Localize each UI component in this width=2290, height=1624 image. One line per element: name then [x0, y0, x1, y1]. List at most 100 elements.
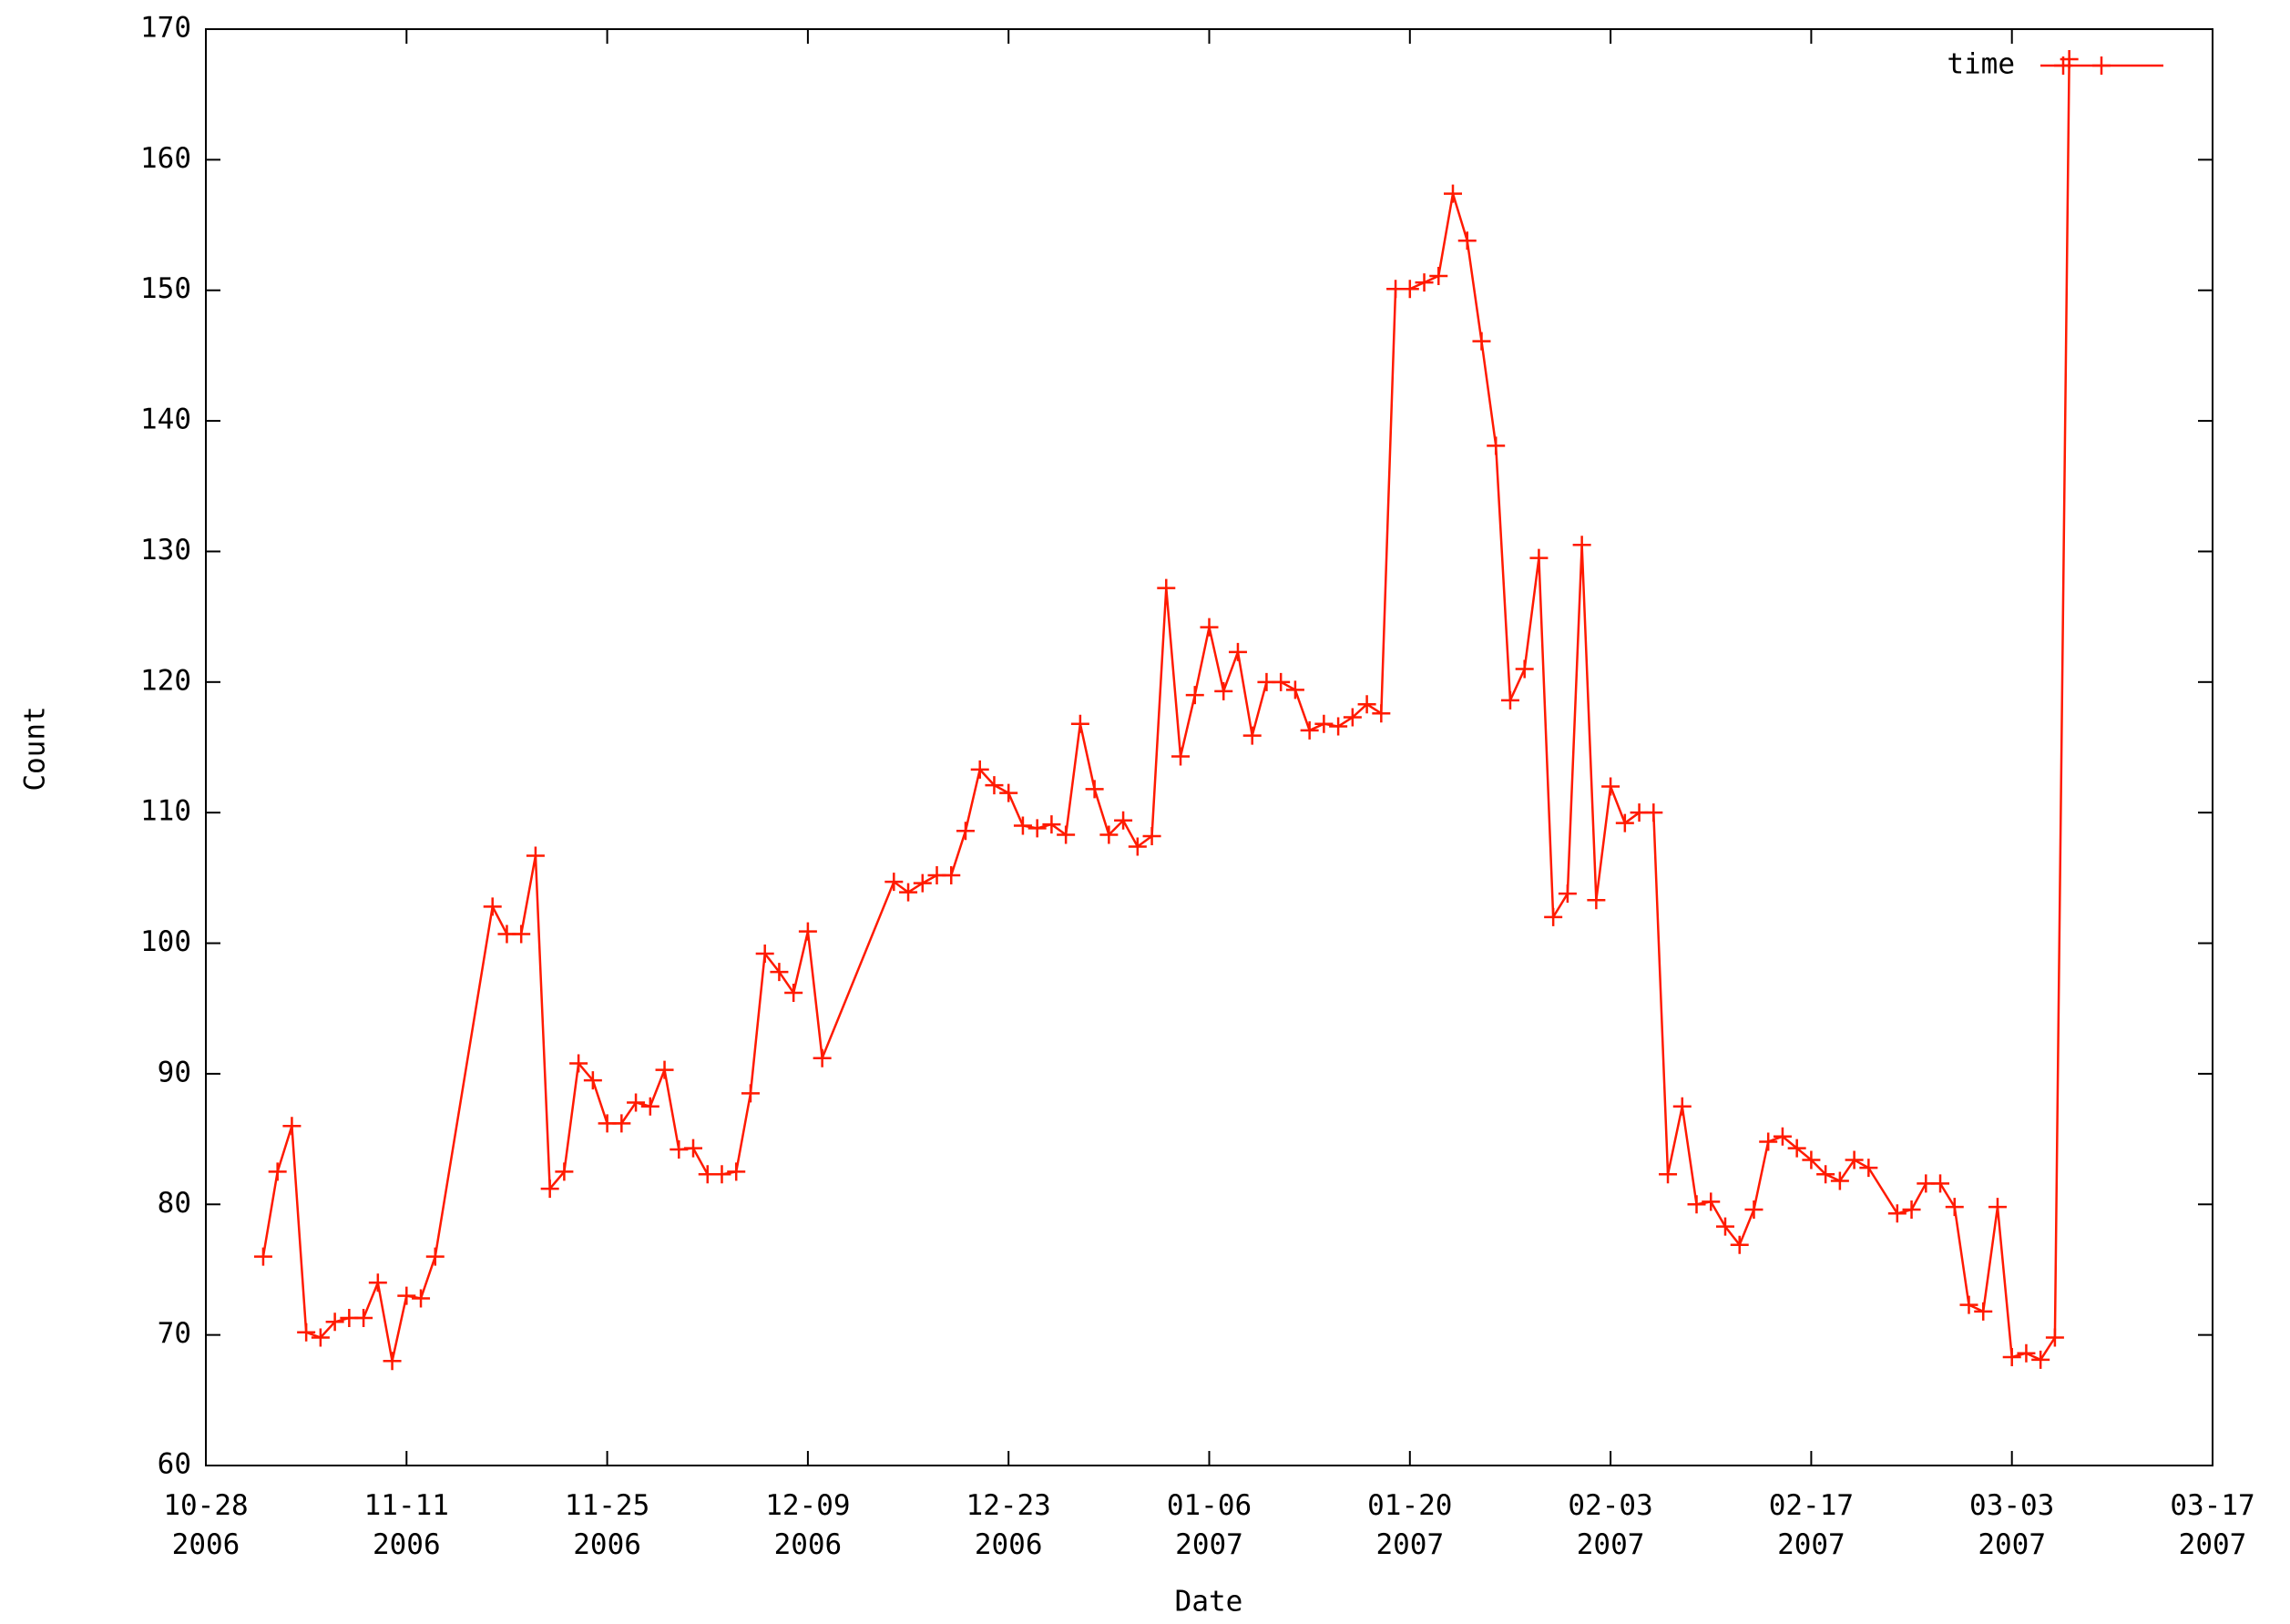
point-marker: [583, 1071, 602, 1090]
x-tick-label: 01-20 2007: [1367, 1489, 1452, 1561]
point-marker: [2031, 1350, 2050, 1369]
point-marker: [1343, 708, 1362, 727]
x-tick-label: 12-09 2006: [765, 1489, 850, 1561]
point-marker: [1171, 747, 1191, 766]
y-tick-label: 80: [158, 1187, 191, 1220]
point-marker: [2045, 1328, 2064, 1347]
point-marker: [1702, 1192, 1721, 1211]
point-marker: [1400, 280, 1419, 299]
point-marker: [1099, 825, 1119, 844]
point-marker: [354, 1309, 373, 1327]
point-marker: [1200, 618, 1219, 637]
point-marker: [368, 1273, 387, 1292]
point-marker: [1558, 884, 1577, 904]
point-marker: [1457, 231, 1477, 250]
point-marker: [884, 873, 904, 892]
point-marker: [1515, 659, 1534, 679]
point-marker: [412, 1289, 431, 1308]
point-marker: [1042, 815, 1061, 834]
point-marker: [1859, 1159, 1878, 1178]
point-marker: [1472, 332, 1491, 351]
point-marker: [1687, 1195, 1706, 1214]
point-marker: [1945, 1198, 1964, 1217]
point-marker: [1959, 1295, 1978, 1314]
point-marker: [627, 1093, 646, 1112]
x-tick-label: 11-11 2006: [364, 1489, 449, 1561]
y-tick-label: 110: [140, 795, 191, 828]
point-marker: [970, 760, 989, 779]
point-marker: [1372, 704, 1391, 723]
x-tick-label: 02-03 2007: [1568, 1489, 1652, 1561]
point-marker: [899, 883, 918, 902]
point-marker: [956, 822, 975, 841]
point-marker: [1544, 907, 1563, 926]
y-tick-label: 170: [140, 12, 191, 45]
point-marker: [684, 1139, 703, 1158]
point-marker: [1601, 777, 1620, 796]
y-tick-label: 100: [140, 925, 191, 958]
point-marker: [1444, 184, 1463, 203]
point-marker: [268, 1162, 287, 1181]
point-marker: [311, 1328, 330, 1347]
point-marker: [1816, 1165, 1835, 1184]
y-tick-label: 90: [158, 1056, 191, 1088]
point-marker: [640, 1097, 659, 1116]
y-tick-label: 140: [140, 403, 191, 436]
point-marker: [1429, 266, 1448, 285]
point-marker: [1128, 837, 1147, 856]
point-marker: [1615, 813, 1634, 832]
point-marker: [1744, 1200, 1764, 1220]
point-marker: [1357, 695, 1376, 714]
y-tick-label: 60: [158, 1448, 191, 1481]
point-marker: [1730, 1235, 1749, 1254]
point-marker: [1787, 1139, 1806, 1158]
point-marker: [670, 1140, 689, 1159]
point-marker: [1314, 714, 1334, 733]
point-marker: [727, 1162, 746, 1181]
point-marker: [813, 1048, 832, 1067]
point-marker: [1715, 1217, 1734, 1236]
point-marker: [655, 1060, 674, 1079]
series-line: [261, 58, 2070, 1362]
y-tick-label: 150: [140, 272, 191, 305]
point-marker: [1185, 686, 1204, 705]
x-tick-label: 02-17 2007: [1769, 1489, 1854, 1561]
point-marker: [1013, 816, 1032, 835]
point-marker: [1027, 819, 1047, 838]
x-tick-label: 03-03 2007: [1969, 1489, 2054, 1561]
point-marker: [1157, 578, 1176, 598]
legend-marker: [2054, 56, 2111, 75]
point-marker: [1228, 642, 1247, 661]
point-marker: [1902, 1200, 1921, 1220]
x-tick-label: 10-28 2006: [163, 1489, 248, 1561]
point-marker: [2017, 1343, 2036, 1363]
point-marker: [784, 984, 803, 1003]
x-axis-label: Date: [1175, 1586, 1243, 1619]
y-axis-label: Count: [19, 706, 52, 791]
x-tick-label: 11-25 2006: [565, 1489, 649, 1561]
y-tick-label: 70: [158, 1317, 191, 1350]
point-marker: [1759, 1132, 1778, 1151]
point-marker: [383, 1352, 402, 1371]
point-marker: [1142, 826, 1161, 845]
point-marker: [1887, 1204, 1907, 1223]
point-marker: [1931, 1174, 1950, 1193]
point-marker: [1659, 1165, 1678, 1184]
point-marker: [1300, 720, 1319, 740]
point-marker: [1845, 1150, 1864, 1169]
point-marker: [526, 846, 545, 865]
x-tick-label: 03-17 2007: [2170, 1489, 2254, 1561]
point-marker: [1974, 1302, 1993, 1321]
point-marker: [1802, 1150, 1821, 1169]
point-marker: [942, 865, 961, 884]
point-marker: [1057, 825, 1076, 844]
x-tick-label: 12-23 2006: [966, 1489, 1051, 1561]
point-marker: [1070, 714, 1089, 733]
point-marker: [612, 1114, 631, 1133]
point-marker: [1773, 1127, 1792, 1146]
legend-label: time: [1947, 48, 2015, 81]
point-marker: [1114, 811, 1133, 830]
point-marker: [569, 1054, 588, 1073]
point-marker: [1214, 681, 1233, 700]
